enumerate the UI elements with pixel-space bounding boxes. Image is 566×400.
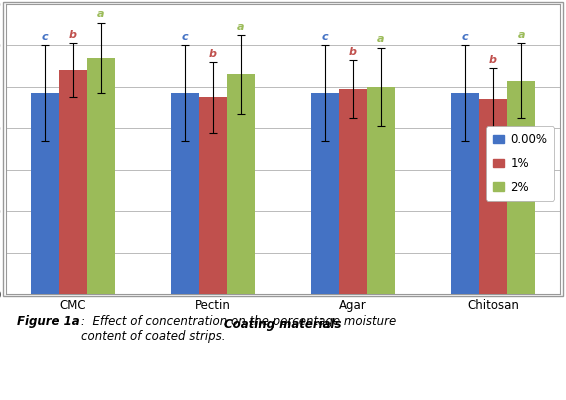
Bar	[31, 93, 59, 294]
Text: b: b	[349, 47, 357, 57]
Bar	[87, 58, 115, 294]
Bar	[311, 93, 339, 294]
Bar	[451, 93, 479, 294]
Bar	[339, 89, 367, 294]
Text: a: a	[517, 30, 525, 40]
Text: a: a	[378, 34, 385, 44]
Bar	[227, 74, 255, 294]
Text: b: b	[489, 55, 497, 65]
Text: c: c	[321, 32, 328, 42]
Bar	[171, 93, 199, 294]
Text: b: b	[69, 30, 77, 40]
Bar	[199, 97, 227, 294]
Text: c: c	[41, 32, 48, 42]
Text: a: a	[97, 9, 105, 19]
Text: Figure 1a: Figure 1a	[17, 314, 79, 328]
X-axis label: Coating materials: Coating materials	[224, 318, 342, 330]
Text: c: c	[462, 32, 469, 42]
Bar	[367, 87, 395, 294]
Text: b: b	[209, 49, 217, 59]
Bar	[479, 99, 507, 294]
Bar	[507, 81, 535, 294]
Bar	[59, 70, 87, 294]
Text: c: c	[182, 32, 188, 42]
Legend: 0.00%, 1%, 2%: 0.00%, 1%, 2%	[486, 126, 555, 201]
Text: a: a	[237, 22, 245, 32]
Text: :  Effect of concentration on the percentage moisture
content of coated strips.: : Effect of concentration on the percent…	[80, 314, 396, 342]
